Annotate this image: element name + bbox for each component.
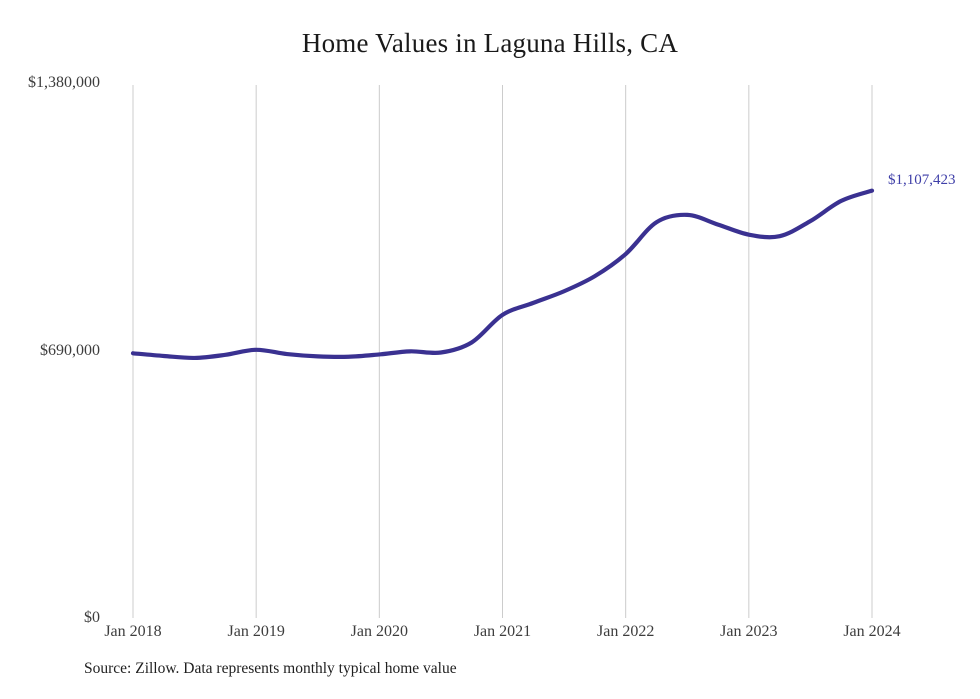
x-axis-tick-label: Jan 2018 xyxy=(104,623,162,640)
y-axis-tick-label: $1,380,000 xyxy=(28,74,100,91)
x-axis-tick-label: Jan 2022 xyxy=(596,623,655,640)
y-axis-tick-label: $0 xyxy=(84,609,100,626)
x-axis-tick-label: Jan 2023 xyxy=(720,623,778,640)
series-line xyxy=(130,188,875,361)
end-value-label: $1,107,423 xyxy=(888,171,956,188)
x-axis-tick-label: Jan 2020 xyxy=(350,623,408,640)
chart-title: Home Values in Laguna Hills, CA xyxy=(301,28,679,58)
x-axis-tick-label: Jan 2019 xyxy=(227,623,285,640)
series-group xyxy=(130,188,875,361)
source-note: Source: Zillow. Data represents monthly … xyxy=(84,660,457,677)
y-axis-tick-label: $690,000 xyxy=(40,341,100,359)
x-axis-tick-label: Jan 2024 xyxy=(843,623,901,640)
x-axis-tick-label: Jan 2021 xyxy=(473,623,532,640)
